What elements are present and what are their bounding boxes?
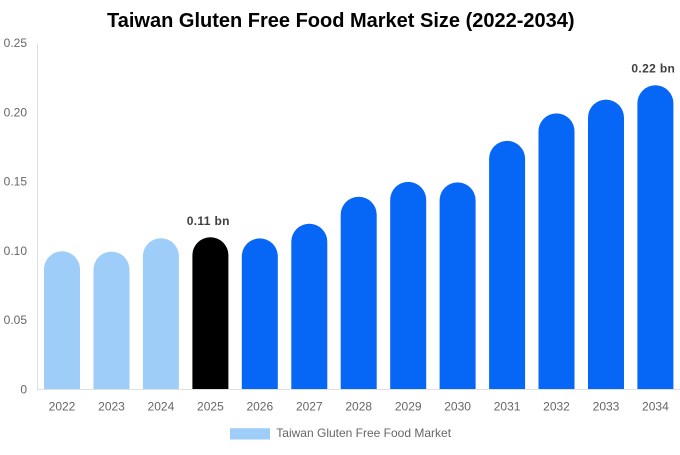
svg-text:2033: 2033: [593, 400, 620, 414]
svg-text:2034: 2034: [642, 400, 669, 414]
svg-text:2026: 2026: [246, 400, 273, 414]
svg-text:Taiwan Gluten Free Food Market: Taiwan Gluten Free Food Market Size (202…: [107, 10, 575, 32]
svg-text:2027: 2027: [296, 400, 323, 414]
svg-text:2023: 2023: [98, 400, 125, 414]
svg-text:2032: 2032: [543, 400, 570, 414]
svg-text:2030: 2030: [444, 400, 471, 414]
svg-text:2029: 2029: [395, 400, 422, 414]
svg-text:Taiwan Gluten Free Food Market: Taiwan Gluten Free Food Market: [276, 426, 451, 440]
svg-text:0.15: 0.15: [4, 175, 28, 189]
svg-text:0.10: 0.10: [4, 244, 28, 258]
svg-text:2025: 2025: [197, 400, 224, 414]
svg-text:0.20: 0.20: [4, 105, 28, 119]
svg-text:2022: 2022: [49, 400, 76, 414]
svg-text:0.11 bn: 0.11 bn: [187, 214, 230, 228]
svg-text:2024: 2024: [148, 400, 175, 414]
svg-text:0.05: 0.05: [4, 313, 28, 327]
svg-text:0.25: 0.25: [4, 36, 28, 50]
svg-text:2031: 2031: [494, 400, 521, 414]
svg-text:0: 0: [20, 382, 27, 396]
svg-text:0.22 bn: 0.22 bn: [631, 61, 675, 75]
svg-text:2028: 2028: [345, 400, 372, 414]
